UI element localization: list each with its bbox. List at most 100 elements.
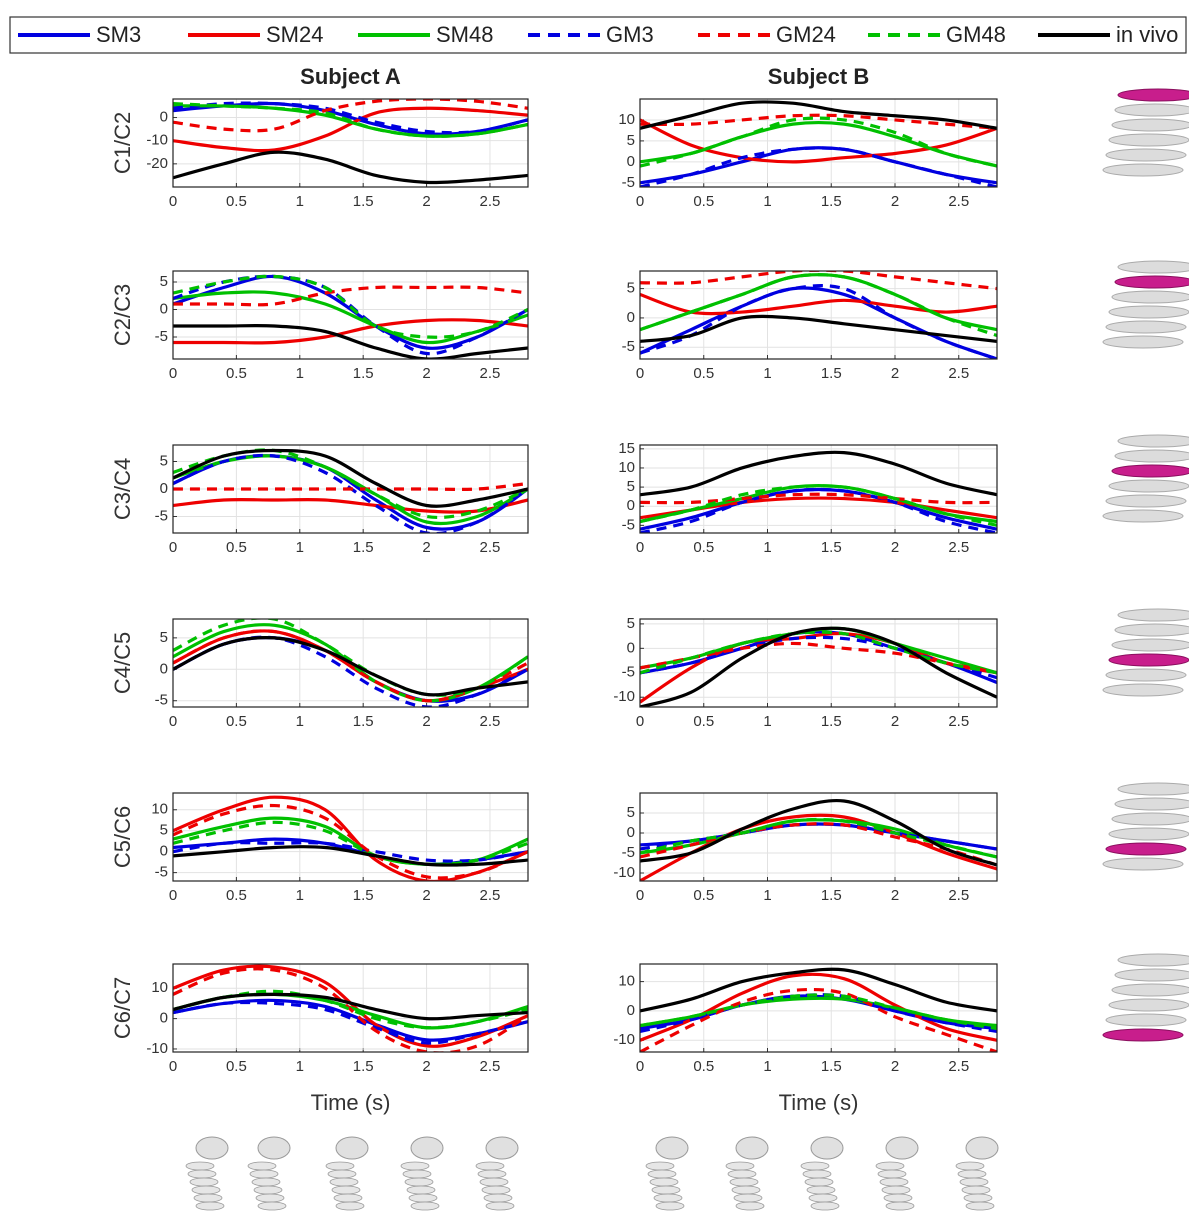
spine-icon [247,1161,277,1171]
x-tick-label: 0 [169,713,177,730]
y-axis-label: C3/C4 [110,458,135,520]
series-line [640,116,997,168]
y-tick-label: 0 [627,824,635,841]
spine-icon [649,1177,679,1187]
spine-icon [881,1185,911,1195]
x-tick-label: 1 [763,887,771,904]
y-tick-label: -5 [622,516,635,533]
series-line [640,118,997,164]
x-tick-label: 2 [422,365,430,382]
series-line [173,99,528,133]
x-tick-label: 0 [169,539,177,556]
y-axis-label: C1/C2 [110,112,135,174]
x-tick-label: 2.5 [480,193,501,210]
skull-icon [810,1136,844,1160]
spine-icon [195,1201,225,1211]
x-tick-label: 2.5 [948,713,969,730]
x-tick-label: 0 [169,1058,177,1075]
skull-icon [885,1136,919,1160]
x-tick-label: 0 [636,539,644,556]
series-line [173,1000,528,1045]
spine-icon [253,1185,283,1195]
series-line [640,271,997,291]
plot-lines [173,274,528,359]
plot-lines [640,967,997,1052]
vertebra-icon [1102,1028,1184,1042]
legend-label: in vivo [1116,22,1178,47]
spine-icon [191,1185,221,1195]
x-tick-label: 1.5 [353,365,374,382]
spine-icon [255,1193,285,1203]
y-tick-label: -5 [622,844,635,861]
y-tick-label: -5 [622,174,635,191]
series-line [640,487,997,531]
y-tick-label: 10 [151,801,168,818]
y-tick-label: 5 [627,132,635,149]
y-tick-label: 5 [160,822,168,839]
series-line [640,987,997,1052]
spine-icon [479,1177,509,1187]
vertebra-icon [1111,118,1189,132]
series-line [173,992,528,1021]
x-tick-label: 0 [636,887,644,904]
x-tick-label: 1 [763,193,771,210]
y-tick-label: 5 [627,804,635,821]
x-tick-label: 0.5 [693,713,714,730]
series-line [640,450,997,497]
x-tick-label: 1 [296,365,304,382]
x-tick-label: 0 [169,193,177,210]
plot-frame [172,98,529,188]
series-line [173,274,528,339]
y-tick-label: 15 [618,440,635,457]
series-line [173,820,528,867]
y-tick-label: -5 [622,664,635,681]
series-line [640,487,997,533]
plot-frame [639,792,998,882]
spine-icon [185,1161,215,1171]
series-line [640,292,997,316]
spine-icon [406,1185,436,1195]
x-tick-label: 0.5 [693,365,714,382]
spine-icon [335,1201,365,1211]
series-line [640,993,997,1034]
spine-icon [647,1169,677,1179]
plot-frame [639,98,998,188]
plot-lines [173,795,528,881]
x-tick-label: 0 [169,365,177,382]
y-tick-label: 0 [160,108,168,125]
x-tick-label: 1.5 [821,365,842,382]
series-line [640,630,997,675]
plot-lines [173,964,528,1052]
spine-icon [806,1185,836,1195]
plot-frame [639,963,998,1053]
x-tick-label: 0.5 [693,887,714,904]
y-tick-label: -10 [613,688,635,705]
vertebra-icon [1108,653,1189,667]
series-line [640,314,997,343]
y-tick-label: 10 [618,459,635,476]
series-line [173,497,528,514]
x-tick-label: 2 [891,365,899,382]
x-tick-label: 2.5 [480,713,501,730]
series-line [173,285,528,307]
plot-lines [173,99,528,185]
plot-lines [173,448,528,533]
x-tick-label: 2.5 [480,539,501,556]
spine-icon [327,1169,357,1179]
spine-icon [483,1193,513,1203]
spine-icon [729,1177,759,1187]
x-tick-label: 2 [422,887,430,904]
series-line [173,845,528,867]
plot-area [640,964,997,1052]
y-tick-label: 0 [160,1010,168,1027]
spine-icon [965,1201,995,1211]
spine-icon [655,1201,685,1211]
series-line [640,967,997,1013]
y-tick-label: 0 [160,843,168,860]
legend-label: SM24 [266,22,323,47]
y-tick-label: 5 [627,615,635,632]
spine-icon [725,1161,755,1171]
y-tick-label: 0 [627,639,635,656]
series-line [173,323,528,359]
spine-icon [804,1177,834,1187]
